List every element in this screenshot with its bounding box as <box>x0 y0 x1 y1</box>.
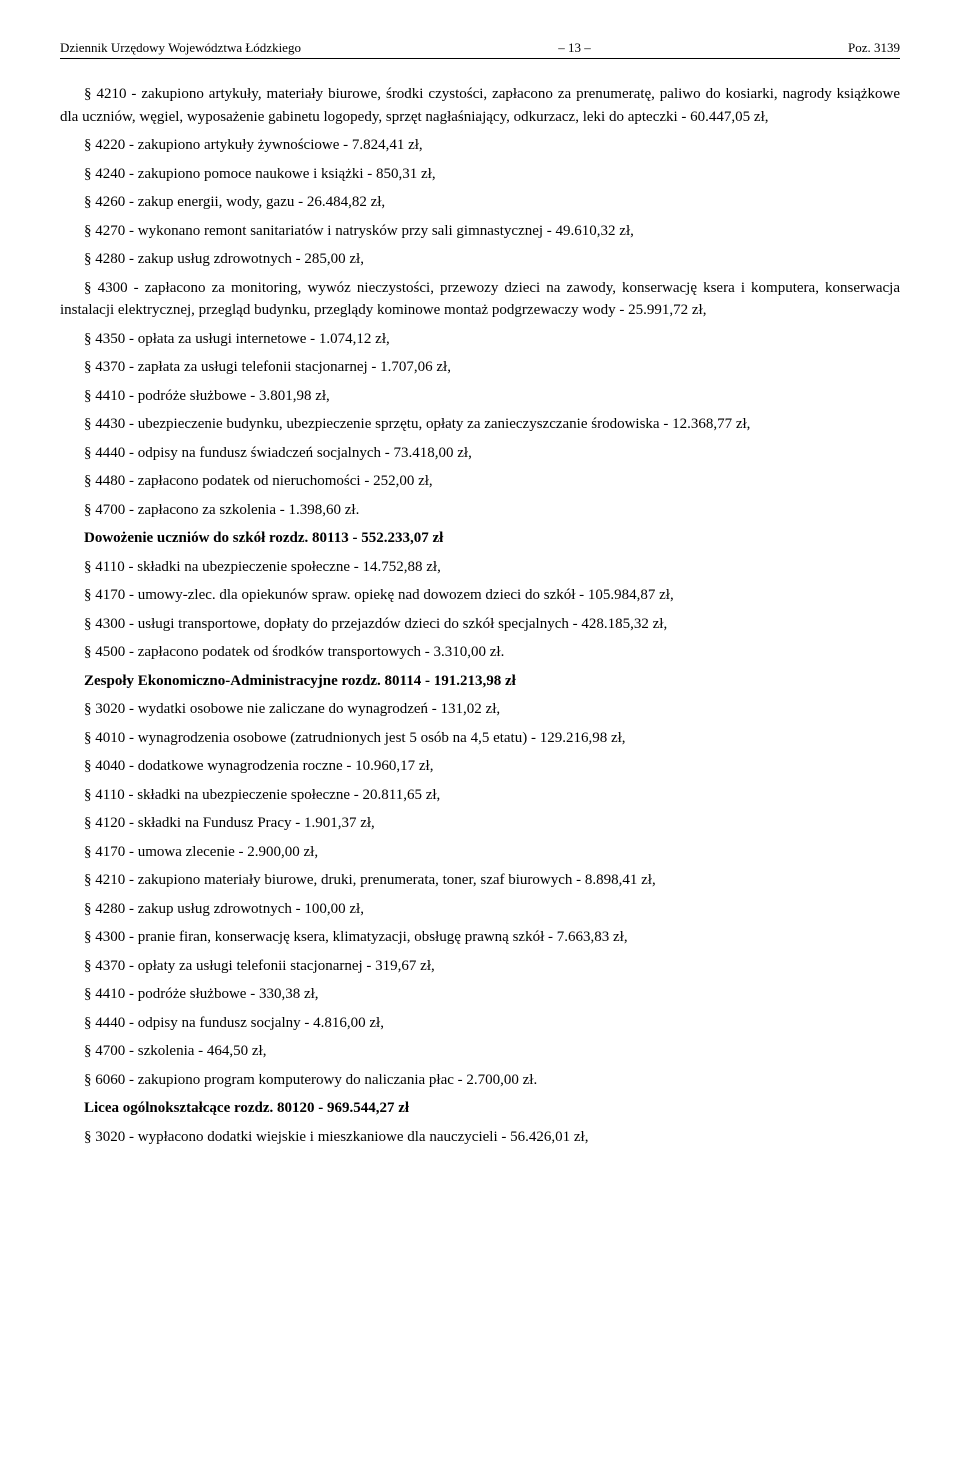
section-heading-teams: Zespoły Ekonomiczno-Administracyjne rozd… <box>60 670 900 693</box>
budget-item: § 4170 - umowy-zlec. dla opiekunów spraw… <box>60 584 900 607</box>
budget-item: § 4300 - pranie firan, konserwację ksera… <box>60 926 900 949</box>
header-position: Poz. 3139 <box>848 40 900 56</box>
items-group-1: § 4220 - zakupiono artykuły żywnościowe … <box>60 134 900 271</box>
section-heading-transport: Dowożenie uczniów do szkół rozdz. 80113 … <box>60 527 900 550</box>
budget-item: § 4110 - składki na ubezpieczenie społec… <box>60 556 900 579</box>
budget-item: § 6060 - zakupiono program komputerowy d… <box>60 1069 900 1092</box>
budget-item: § 4410 - podróże służbowe - 3.801,98 zł, <box>60 385 900 408</box>
budget-item: § 4300 - usługi transportowe, dopłaty do… <box>60 613 900 636</box>
document-page: Dziennik Urzędowy Województwa Łódzkiego … <box>0 0 960 1194</box>
budget-item: § 4500 - zapłacono podatek od środków tr… <box>60 641 900 664</box>
budget-item: § 4040 - dodatkowe wynagrodzenia roczne … <box>60 755 900 778</box>
budget-item: § 4430 - ubezpieczenie budynku, ubezpiec… <box>60 413 900 436</box>
budget-item: § 4480 - zapłacono podatek od nieruchomo… <box>60 470 900 493</box>
intro-paragraph: § 4210 - zakupiono artykuły, materiały b… <box>60 83 900 128</box>
budget-item: § 4170 - umowa zlecenie - 2.900,00 zł, <box>60 841 900 864</box>
budget-item: § 4210 - zakupiono materiały biurowe, dr… <box>60 869 900 892</box>
budget-item: § 4280 - zakup usług zdrowotnych - 100,0… <box>60 898 900 921</box>
budget-item: § 4410 - podróże służbowe - 330,38 zł, <box>60 983 900 1006</box>
budget-item: § 4440 - odpisy na fundusz socjalny - 4.… <box>60 1012 900 1035</box>
items-group-5: § 3020 - wypłacono dodatki wiejskie i mi… <box>60 1126 900 1149</box>
section-heading-licea: Licea ogólnokształcące rozdz. 80120 - 96… <box>60 1097 900 1120</box>
budget-item: § 4260 - zakup energii, wody, gazu - 26.… <box>60 191 900 214</box>
paragraph-4300: § 4300 - zapłacono za monitoring, wywóz … <box>60 277 900 322</box>
header-journal-title: Dziennik Urzędowy Województwa Łódzkiego <box>60 40 301 56</box>
page-header: Dziennik Urzędowy Województwa Łódzkiego … <box>60 40 900 59</box>
budget-item: § 3020 - wydatki osobowe nie zaliczane d… <box>60 698 900 721</box>
budget-item: § 4110 - składki na ubezpieczenie społec… <box>60 784 900 807</box>
items-group-4: § 3020 - wydatki osobowe nie zaliczane d… <box>60 698 900 1091</box>
items-group-3: § 4110 - składki na ubezpieczenie społec… <box>60 556 900 664</box>
items-group-2: § 4350 - opłata za usługi internetowe - … <box>60 328 900 522</box>
budget-item: § 4270 - wykonano remont sanitariatów i … <box>60 220 900 243</box>
budget-item: § 4280 - zakup usług zdrowotnych - 285,0… <box>60 248 900 271</box>
budget-item: § 4120 - składki na Fundusz Pracy - 1.90… <box>60 812 900 835</box>
budget-item: § 4440 - odpisy na fundusz świadczeń soc… <box>60 442 900 465</box>
header-page-number: – 13 – <box>558 40 591 56</box>
budget-item: § 4700 - szkolenia - 464,50 zł, <box>60 1040 900 1063</box>
budget-item: § 4010 - wynagrodzenia osobowe (zatrudni… <box>60 727 900 750</box>
budget-item: § 4370 - opłaty za usługi telefonii stac… <box>60 955 900 978</box>
budget-item: § 4350 - opłata za usługi internetowe - … <box>60 328 900 351</box>
budget-item: § 4370 - zapłata za usługi telefonii sta… <box>60 356 900 379</box>
budget-item: § 3020 - wypłacono dodatki wiejskie i mi… <box>60 1126 900 1149</box>
budget-item: § 4220 - zakupiono artykuły żywnościowe … <box>60 134 900 157</box>
budget-item: § 4700 - zapłacono za szkolenia - 1.398,… <box>60 499 900 522</box>
budget-item: § 4240 - zakupiono pomoce naukowe i ksią… <box>60 163 900 186</box>
